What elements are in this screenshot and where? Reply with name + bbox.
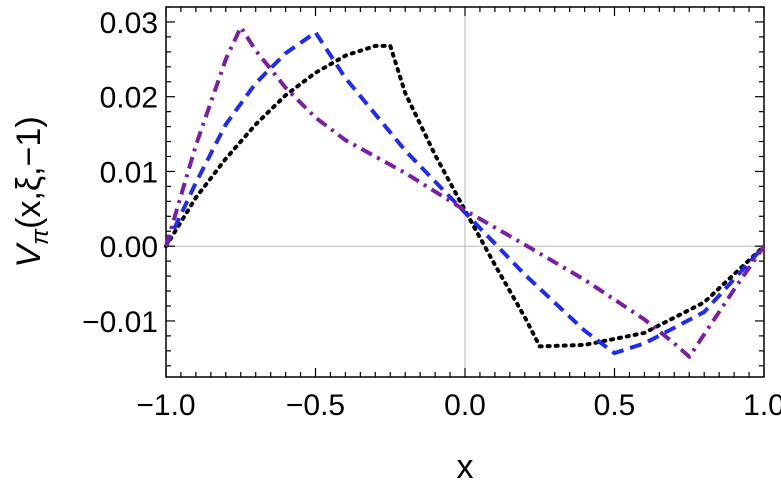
tick-marks xyxy=(165,6,765,377)
y-tick-label: 0.00 xyxy=(100,231,158,264)
series-line-2 xyxy=(164,30,766,356)
x-tick-label: −1.0 xyxy=(136,389,195,422)
y-axis-title-main: V xyxy=(10,242,48,268)
y-axis-title-args: (x,ξ,−1) xyxy=(10,116,48,229)
x-tick-label: 0.0 xyxy=(444,389,486,422)
y-tick-label: 0.01 xyxy=(100,156,158,189)
series-group xyxy=(164,25,766,359)
x-tick-label: −0.5 xyxy=(286,389,345,422)
y-axis-title-sub: π xyxy=(27,228,54,245)
y-tick-label: 0.03 xyxy=(100,7,158,40)
y-axis-title: Vπ(x,ξ,−1) xyxy=(10,116,54,267)
series-line-3 xyxy=(164,25,766,359)
y-tick-label: −0.01 xyxy=(82,306,158,339)
series-line-1 xyxy=(164,43,766,349)
x-tick-label: 1.0 xyxy=(743,389,781,422)
tick-labels: −1.0 −0.5 0.0 0.5 1.0 −0.01 0.00 0.01 0.02 0.03 xyxy=(82,7,781,422)
y-tick-label: 0.02 xyxy=(100,82,158,115)
x-tick-label: 0.5 xyxy=(594,389,636,422)
zero-lines xyxy=(166,7,764,377)
x-axis-title: x xyxy=(457,448,474,486)
